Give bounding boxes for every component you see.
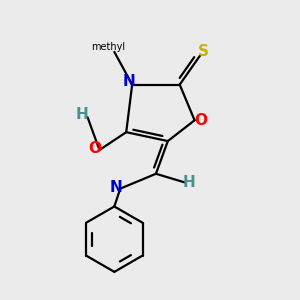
Text: S: S [198,44,209,59]
Text: H: H [75,107,88,122]
Text: O: O [194,113,207,128]
Text: N: N [123,74,136,89]
Text: N: N [110,180,122,195]
Text: O: O [88,141,101,156]
Text: H: H [182,175,195,190]
Text: methyl: methyl [91,43,125,52]
